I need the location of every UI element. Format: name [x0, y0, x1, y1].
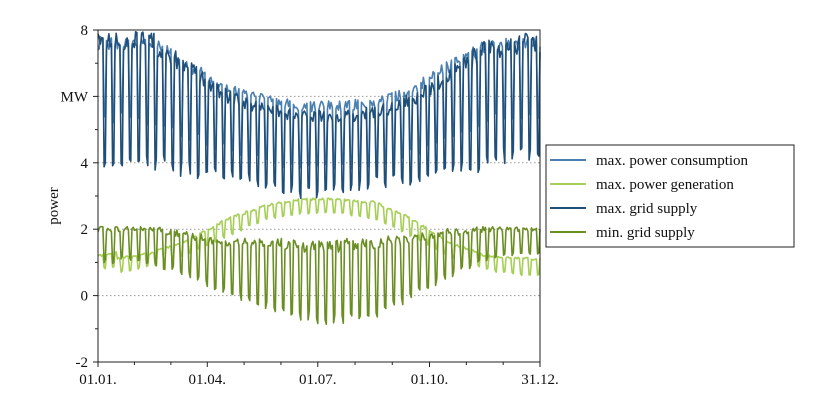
- legend-entry: max. power generation: [596, 177, 734, 193]
- series-line-3: [97, 31, 541, 200]
- y-tick-label: 4: [81, 156, 89, 172]
- x-tick-label: 01.07.: [299, 372, 337, 388]
- series-line-4: [97, 225, 541, 325]
- y-tick-label: 8: [81, 23, 89, 39]
- y-axis-label: power: [46, 187, 62, 225]
- x-tick-label: 01.04.: [189, 372, 227, 388]
- plot-frame: [97, 29, 541, 363]
- y-tick-label: 0: [81, 289, 89, 305]
- series-layer: [97, 31, 541, 325]
- legend-entry: min. grid supply: [596, 225, 695, 241]
- y-tick-label: -2: [76, 355, 89, 371]
- x-tick-label: 31.12.: [521, 372, 559, 388]
- legend-box: [545, 144, 795, 248]
- legend-entry: max. grid supply: [596, 201, 698, 217]
- x-tick-label: 01.10.: [411, 372, 449, 388]
- y-tick-label: 2: [81, 222, 89, 238]
- axes: -2 0 2 4 8 01.01. 01.04. 01.07. 01.10. 31.12.: [76, 23, 559, 388]
- legend: max. power consumption max. power generat…: [545, 144, 795, 248]
- y-axis-unit: MW: [61, 89, 89, 105]
- x-tick-label: 01.01.: [79, 372, 117, 388]
- legend-entry: max. power consumption: [596, 153, 749, 169]
